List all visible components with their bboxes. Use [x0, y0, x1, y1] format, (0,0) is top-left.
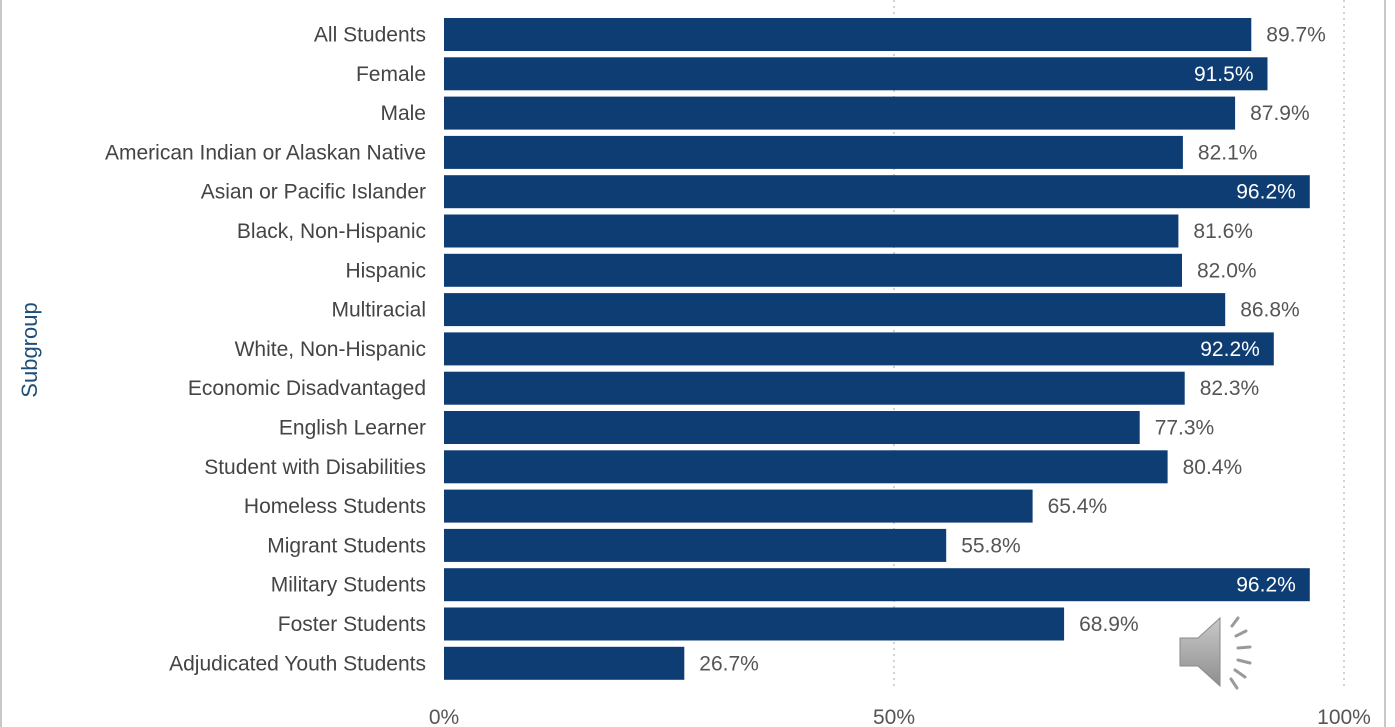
bar	[444, 332, 1274, 366]
bar	[444, 646, 685, 680]
bar	[444, 528, 947, 562]
value-label: 82.0%	[1197, 259, 1257, 282]
category-label: English Learner	[279, 417, 426, 440]
value-label: 96.2%	[1236, 181, 1296, 204]
category-label: Male	[380, 102, 426, 125]
category-label: Migrant Students	[267, 534, 426, 557]
category-label: Female	[356, 63, 426, 86]
value-label: 68.9%	[1079, 613, 1139, 636]
value-labels: 89.7% 91.5% 87.9% 82.1% 96.2% 81.6% 82.0% 86.8%…	[699, 24, 1326, 676]
x-tick-label: 100%	[1317, 706, 1371, 727]
category-label: Hispanic	[345, 259, 426, 282]
category-label: Asian or Pacific Islander	[201, 181, 426, 204]
value-label: 87.9%	[1250, 102, 1310, 125]
bar	[444, 96, 1236, 130]
x-axis-ticks: 0% 50% 100%	[429, 706, 1371, 727]
value-label: 81.6%	[1193, 220, 1253, 243]
value-label: 80.4%	[1183, 456, 1243, 479]
category-label: Adjudicated Youth Students	[169, 652, 426, 675]
bar	[444, 57, 1268, 91]
category-label: Foster Students	[278, 613, 426, 636]
value-label: 77.3%	[1155, 417, 1215, 440]
value-label: 91.5%	[1194, 63, 1254, 86]
bar	[444, 18, 1252, 51]
category-label: Student with Disabilities	[204, 456, 426, 479]
x-tick-label: 0%	[429, 706, 459, 727]
bar	[444, 175, 1310, 209]
category-label: Multiracial	[331, 299, 426, 322]
category-labels: All Students Female Male American Indian or…	[105, 24, 426, 676]
value-label: 55.8%	[961, 534, 1021, 557]
bar	[444, 450, 1168, 484]
value-label: 82.3%	[1200, 377, 1260, 400]
bar	[444, 214, 1179, 248]
bar	[444, 568, 1310, 602]
value-label: 89.7%	[1266, 24, 1326, 47]
speaker-audio-icon[interactable]	[1176, 612, 1262, 692]
category-label: All Students	[314, 24, 426, 47]
value-label: 96.2%	[1236, 574, 1296, 597]
category-label: Economic Disadvantaged	[188, 377, 426, 400]
value-label: 82.1%	[1198, 141, 1258, 164]
frame-left-border	[0, 0, 2, 727]
x-tick-label: 50%	[873, 706, 915, 727]
bars-group	[444, 18, 1310, 680]
value-label: 26.7%	[699, 652, 759, 675]
category-label: Homeless Students	[244, 495, 426, 518]
category-label: American Indian or Alaskan Native	[105, 141, 426, 164]
bar	[444, 371, 1185, 405]
bar	[444, 293, 1226, 327]
frame-right-border	[1384, 0, 1386, 727]
bar	[444, 489, 1033, 523]
y-axis-title: Subgroup	[17, 302, 42, 397]
bar	[444, 253, 1182, 287]
category-label: Military Students	[271, 574, 426, 597]
value-label: 65.4%	[1048, 495, 1108, 518]
bar	[444, 411, 1140, 444]
value-label: 86.8%	[1240, 299, 1300, 322]
category-label: Black, Non-Hispanic	[237, 220, 426, 243]
bar	[444, 135, 1183, 169]
value-label: 92.2%	[1200, 338, 1260, 361]
bar	[444, 607, 1065, 641]
category-label: White, Non-Hispanic	[235, 338, 426, 361]
